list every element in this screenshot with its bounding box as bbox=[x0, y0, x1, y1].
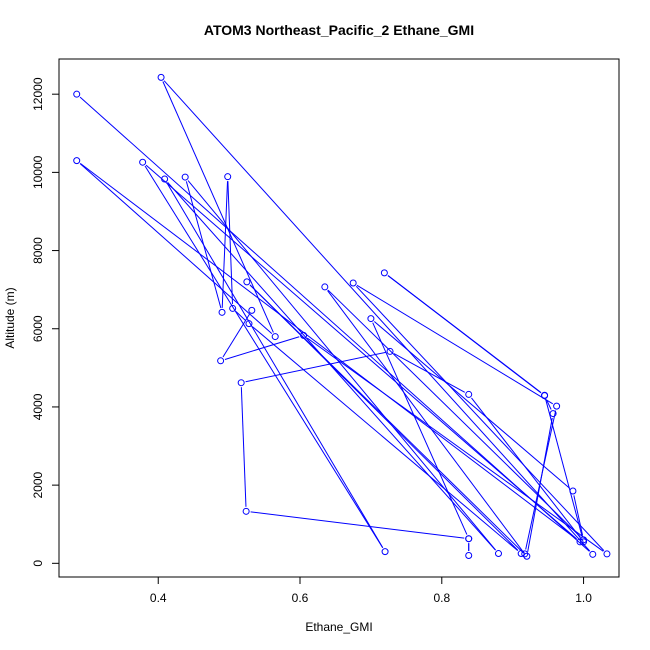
series-line-segment bbox=[252, 326, 519, 552]
data-point bbox=[161, 175, 169, 183]
series-line-segment bbox=[235, 311, 247, 321]
data-point bbox=[386, 347, 394, 355]
x-tick-label: 1.0 bbox=[575, 591, 592, 605]
data-point bbox=[181, 173, 189, 181]
series-line-segment bbox=[145, 164, 577, 540]
data-point bbox=[523, 552, 531, 560]
data-point bbox=[494, 550, 502, 558]
data-point bbox=[553, 402, 561, 410]
data-point bbox=[541, 391, 549, 399]
data-point bbox=[465, 535, 473, 543]
series-line-segment bbox=[525, 410, 557, 550]
data-point bbox=[380, 269, 388, 277]
y-tick-label: 6000 bbox=[31, 315, 45, 342]
data-point bbox=[248, 306, 256, 314]
series-line-segment bbox=[80, 162, 577, 540]
series-line-segment bbox=[162, 81, 274, 333]
x-tick-label: 0.6 bbox=[292, 591, 309, 605]
data-point bbox=[243, 278, 251, 286]
y-tick-label: 0 bbox=[31, 560, 45, 567]
y-tick-label: 12000 bbox=[31, 77, 45, 111]
series-line-segment bbox=[221, 181, 229, 308]
series-line-segment bbox=[546, 399, 552, 410]
data-point bbox=[300, 331, 308, 339]
y-tick-label: 4000 bbox=[31, 393, 45, 420]
series-line-segment bbox=[356, 284, 554, 405]
series-line-segment bbox=[227, 181, 234, 304]
data-point bbox=[73, 157, 81, 165]
data-point bbox=[271, 333, 279, 341]
y-tick-label: 2000 bbox=[31, 471, 45, 498]
plot-layer bbox=[73, 73, 611, 560]
data-point bbox=[237, 379, 245, 387]
series-line-segment bbox=[222, 313, 250, 358]
series-line-segment bbox=[372, 322, 468, 535]
data-point bbox=[245, 320, 253, 328]
data-point bbox=[589, 550, 597, 558]
data-point bbox=[521, 550, 529, 558]
series-line-segment bbox=[224, 336, 300, 360]
data-point bbox=[349, 279, 357, 287]
data-point bbox=[157, 73, 165, 81]
series-line-segment bbox=[327, 289, 581, 538]
data-point bbox=[465, 390, 473, 398]
data-point bbox=[580, 538, 588, 546]
data-point bbox=[321, 283, 329, 291]
data-point bbox=[580, 536, 588, 544]
data-point bbox=[217, 357, 225, 365]
series-line-segment bbox=[327, 290, 523, 551]
plot-frame bbox=[58, 58, 620, 578]
data-point bbox=[549, 410, 557, 418]
series-line-segment bbox=[163, 80, 591, 552]
data-point bbox=[603, 550, 611, 558]
series-line-segment bbox=[387, 275, 542, 393]
series-line-segment bbox=[306, 337, 604, 552]
data-point bbox=[242, 507, 250, 515]
series-line-segment bbox=[355, 285, 605, 551]
data-point bbox=[224, 173, 232, 181]
y-axis-label: Altitude (m) bbox=[3, 287, 17, 348]
data-point bbox=[367, 315, 375, 323]
series-line-segment bbox=[573, 495, 584, 536]
series-line-segment bbox=[249, 284, 524, 554]
data-point bbox=[139, 158, 147, 166]
data-point bbox=[73, 90, 81, 98]
data-point bbox=[218, 308, 226, 316]
x-tick-label: 0.8 bbox=[433, 591, 450, 605]
series-line-segment bbox=[185, 181, 222, 309]
y-tick-label: 10000 bbox=[31, 155, 45, 189]
data-point bbox=[576, 538, 584, 546]
data-point bbox=[569, 487, 577, 495]
x-tick-label: 0.4 bbox=[150, 591, 167, 605]
x-axis-label: Ethane_GMI bbox=[305, 620, 372, 634]
series-line-segment bbox=[373, 321, 570, 489]
series-line-segment bbox=[245, 351, 386, 383]
chart-title: ATOM3 Northeast_Pacific_2 Ethane_GMI bbox=[204, 22, 474, 38]
data-point bbox=[465, 551, 473, 559]
series-line-segment bbox=[250, 511, 465, 539]
data-point bbox=[517, 550, 525, 558]
series-line-segment bbox=[393, 353, 466, 393]
data-point bbox=[229, 304, 237, 312]
series-line-segment bbox=[545, 399, 583, 538]
series-line-segment bbox=[144, 165, 384, 549]
series-line-segment bbox=[240, 387, 247, 507]
y-tick-label: 8000 bbox=[31, 237, 45, 264]
data-point bbox=[381, 548, 389, 556]
